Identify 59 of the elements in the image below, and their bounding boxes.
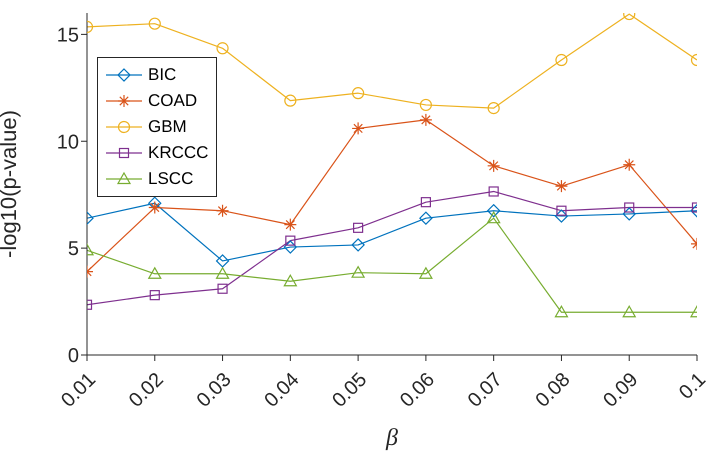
x-tick-label: 0.04 bbox=[260, 368, 304, 412]
y-axis-title: -log10(p-value) bbox=[0, 110, 21, 258]
point bbox=[554, 180, 568, 193]
point bbox=[217, 284, 228, 294]
point bbox=[622, 207, 636, 221]
point bbox=[352, 122, 365, 136]
x-tick-label: 0.05 bbox=[328, 368, 372, 412]
point bbox=[488, 186, 499, 197]
point bbox=[148, 196, 162, 210]
y-tick-label: 5 bbox=[68, 238, 79, 260]
point bbox=[487, 159, 500, 172]
point bbox=[488, 102, 500, 114]
point bbox=[284, 218, 297, 232]
point bbox=[284, 94, 296, 107]
y-tick-label: 10 bbox=[56, 131, 79, 154]
point bbox=[487, 204, 500, 218]
point bbox=[419, 267, 432, 279]
x-tick-label: 0.06 bbox=[396, 368, 440, 412]
x-tick-label: 0.08 bbox=[532, 368, 575, 412]
point bbox=[622, 306, 636, 318]
point bbox=[352, 266, 365, 278]
point bbox=[284, 274, 297, 286]
point bbox=[622, 158, 636, 172]
legend-label: COAD bbox=[148, 91, 198, 111]
point bbox=[284, 240, 297, 254]
point bbox=[216, 204, 230, 218]
x-tick-label: 0.02 bbox=[124, 368, 168, 412]
point bbox=[420, 197, 431, 208]
point bbox=[352, 238, 365, 252]
y-tick-label: 0 bbox=[68, 345, 79, 368]
point bbox=[148, 267, 162, 279]
point bbox=[554, 306, 568, 318]
point bbox=[624, 202, 634, 213]
point bbox=[216, 267, 230, 279]
legend-label: GBM bbox=[148, 117, 187, 137]
point bbox=[216, 42, 229, 54]
point bbox=[556, 206, 567, 216]
legend-label: LSCC bbox=[148, 169, 194, 189]
point bbox=[285, 236, 296, 246]
point bbox=[148, 18, 161, 30]
point bbox=[150, 290, 160, 300]
point bbox=[352, 87, 364, 100]
point bbox=[148, 200, 162, 214]
point bbox=[420, 98, 432, 112]
point bbox=[419, 212, 432, 225]
legend-label: KRCCC bbox=[148, 143, 208, 163]
point bbox=[419, 113, 432, 126]
legend-label: BIC bbox=[148, 65, 176, 85]
point bbox=[555, 54, 568, 66]
x-tick-label: 0.01 bbox=[57, 368, 100, 412]
y-tick-label: 15 bbox=[56, 24, 79, 46]
x-axis-title: β bbox=[385, 425, 398, 451]
x-tick-label: 0.03 bbox=[192, 368, 236, 412]
point bbox=[353, 222, 364, 233]
point bbox=[487, 212, 500, 224]
x-tick-label: 0.09 bbox=[599, 368, 642, 412]
point bbox=[216, 254, 230, 268]
x-tick-label: 0.1 bbox=[674, 368, 710, 404]
point bbox=[554, 209, 568, 223]
